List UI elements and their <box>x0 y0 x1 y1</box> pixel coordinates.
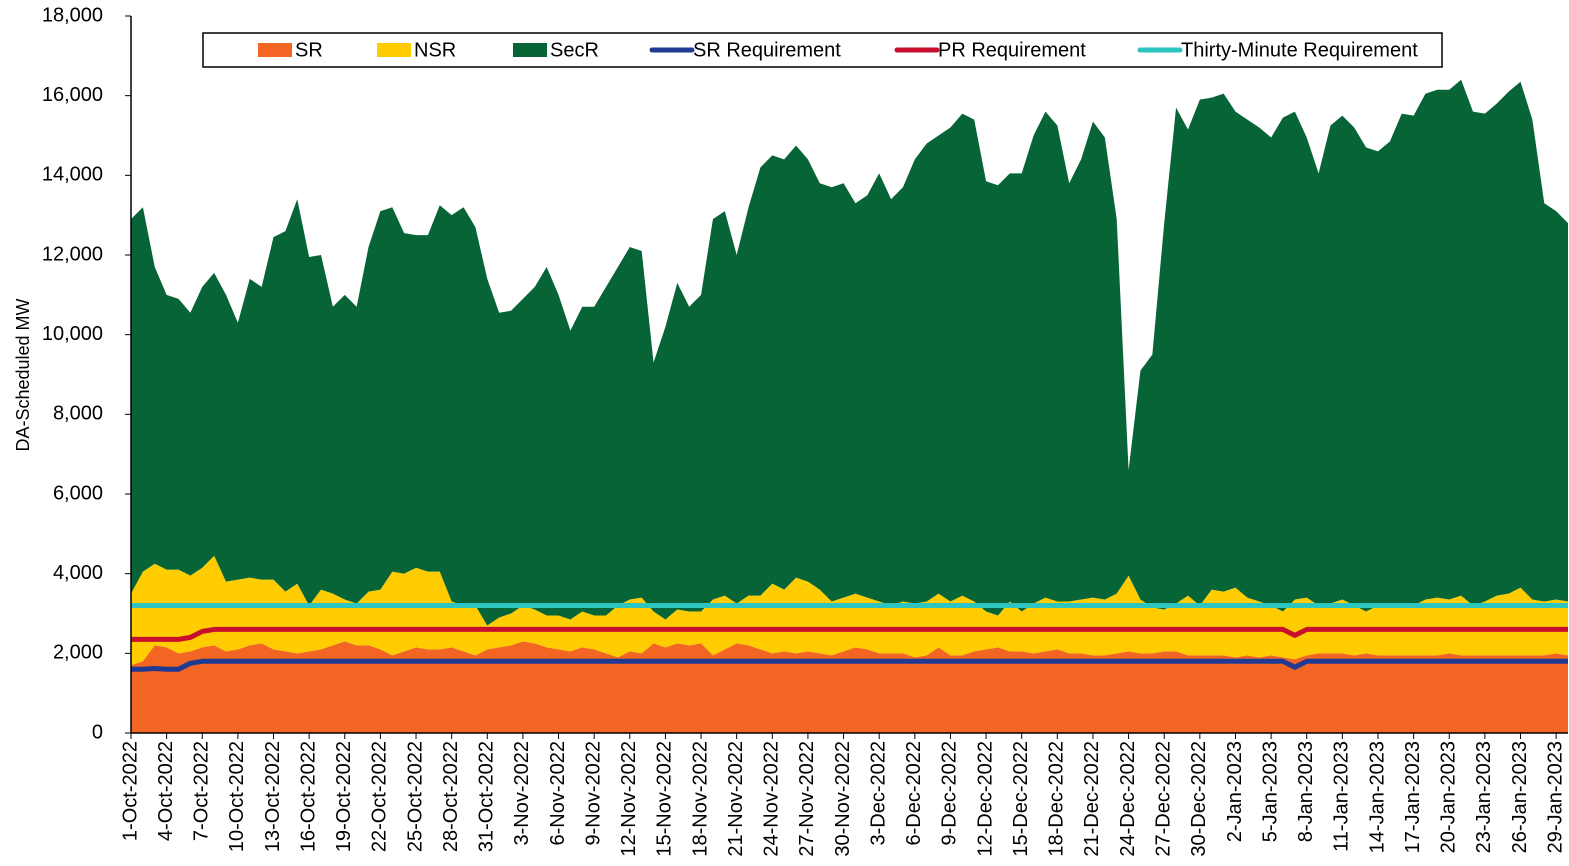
x-tick-label: 23-Jan-2023 <box>1473 741 1495 853</box>
x-tick-label: 3-Dec-2022 <box>867 741 889 846</box>
x-tick-label: 12-Dec-2022 <box>974 741 996 857</box>
x-tick-label: 9-Nov-2022 <box>582 741 604 846</box>
y-tick-label: 4,000 <box>53 562 103 584</box>
x-tick-label: 8-Jan-2023 <box>1295 741 1317 842</box>
y-tick-label: 2,000 <box>53 642 103 664</box>
x-tick-label: 30-Nov-2022 <box>832 741 854 857</box>
area <box>131 555 1568 666</box>
y-tick-label: 10,000 <box>42 323 103 345</box>
x-tick-label: 30-Dec-2022 <box>1188 741 1210 857</box>
x-tick-label: 11-Jan-2023 <box>1331 741 1353 852</box>
x-tick-label: 17-Jan-2023 <box>1402 741 1424 853</box>
line <box>131 658 1568 672</box>
legend-swatch <box>513 43 547 57</box>
x-tick-label: 15-Nov-2022 <box>654 741 676 857</box>
x-tick-label: 4-Oct-2022 <box>155 741 177 841</box>
x-tick-label: 3-Nov-2022 <box>511 741 533 846</box>
y-tick-label: 16,000 <box>42 84 103 106</box>
x-tick-label: 7-Oct-2022 <box>191 741 213 841</box>
x-tick-label: 9-Dec-2022 <box>939 741 961 846</box>
area <box>131 641 1568 733</box>
x-tick-label: 18-Nov-2022 <box>689 741 711 857</box>
x-tick-label: 22-Oct-2022 <box>369 741 391 852</box>
x-tick-label: 6-Dec-2022 <box>903 741 925 846</box>
x-tick-label: 25-Oct-2022 <box>404 741 426 852</box>
x-tick-label: 31-Oct-2022 <box>476 741 498 852</box>
area <box>131 79 1568 626</box>
legend-swatch <box>258 43 292 57</box>
legend-label: SR <box>295 39 323 61</box>
x-tick-label: 10-Oct-2022 <box>226 741 248 852</box>
x-tick-label: 21-Dec-2022 <box>1081 741 1103 857</box>
x-tick-label: 24-Nov-2022 <box>761 741 783 857</box>
x-tick-label: 15-Dec-2022 <box>1010 741 1032 857</box>
legend-label: SR Requirement <box>693 39 841 61</box>
x-tick-label: 29-Jan-2023 <box>1544 741 1566 853</box>
x-tick-label: 14-Jan-2023 <box>1366 741 1388 853</box>
y-tick-label: 0 <box>92 721 103 743</box>
x-tick-label: 24-Dec-2022 <box>1117 741 1139 857</box>
x-tick-label: 12-Nov-2022 <box>618 741 640 857</box>
legend-label: SecR <box>550 39 599 61</box>
x-tick-label: 2-Jan-2023 <box>1224 741 1246 842</box>
x-tick-label: 16-Oct-2022 <box>297 741 319 852</box>
x-tick-label: 5-Jan-2023 <box>1259 741 1281 842</box>
legend-swatch <box>377 43 411 57</box>
line <box>131 626 1568 642</box>
y-tick-label: 12,000 <box>42 243 103 265</box>
x-tick-label: 26-Jan-2023 <box>1509 741 1531 853</box>
y-tick-label: 6,000 <box>53 482 103 504</box>
legend-label: NSR <box>414 39 456 61</box>
x-tick-label: 28-Oct-2022 <box>440 741 462 852</box>
y-tick-label: 14,000 <box>42 164 103 186</box>
x-tick-label: 27-Dec-2022 <box>1152 741 1174 857</box>
x-tick-label: 21-Nov-2022 <box>725 741 747 857</box>
legend-label: PR Requirement <box>938 39 1086 61</box>
x-tick-label: 27-Nov-2022 <box>796 741 818 857</box>
x-tick-label: 13-Oct-2022 <box>262 741 284 852</box>
legend-label: Thirty-Minute Requirement <box>1181 39 1418 61</box>
y-tick-label: 18,000 <box>42 4 103 26</box>
x-tick-label: 19-Oct-2022 <box>333 741 355 852</box>
y-tick-label: 8,000 <box>53 403 103 425</box>
x-tick-label: 1-Oct-2022 <box>119 741 141 841</box>
y-axis-label: DA-Scheduled MW <box>13 298 33 451</box>
x-tick-label: 6-Nov-2022 <box>547 741 569 846</box>
x-tick-label: 18-Dec-2022 <box>1046 741 1068 857</box>
x-tick-label: 20-Jan-2023 <box>1438 741 1460 853</box>
